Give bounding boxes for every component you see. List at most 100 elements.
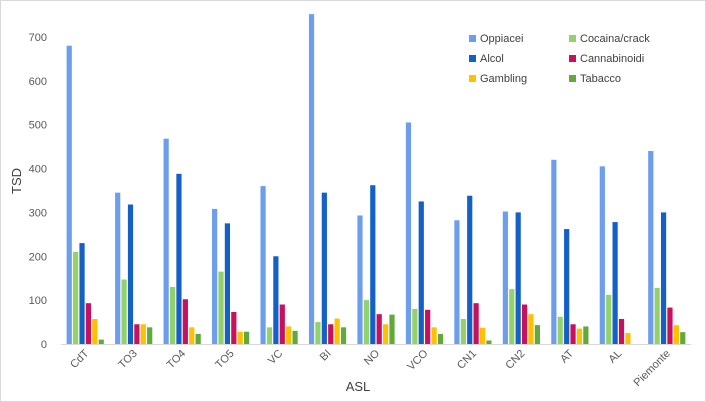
bar-tabacco-bi [341,327,346,344]
bar-cannabinoidi-at [570,324,575,344]
x-axis-ticks: CdT TO3 TO4 TO5 VC BI NO VCO CN1 CN2 AT AL Piemonte [68,347,673,389]
x-tick-label: CdT [68,347,91,370]
legend-swatch [469,55,476,62]
bar-cannabinoidi-cn2 [522,305,527,344]
bar-gambling-to3 [141,324,146,344]
x-tick-label: BI [318,348,334,364]
y-tick-label: 200 [29,251,47,263]
bar-cocaina-crack-vc [267,327,272,344]
legend-label: Cocaina/crack [580,33,650,45]
x-tick-label: TO3 [116,348,139,371]
bar-gambling-to5 [238,332,243,344]
bar-cannabinoidi-bi [328,324,333,344]
legend-label: Oppiacei [480,33,523,45]
bar-alcol-no [370,185,375,344]
bar-tabacco-vco [438,334,443,344]
legend: Oppiacei Cocaina/crack Alcol Cannabinoidi Ga… [469,33,650,85]
legend-label: Alcol [480,53,504,65]
bar-tabacco-to5 [244,332,249,344]
bar-oppiacei-to3 [115,193,120,344]
y-tick-label: 500 [29,120,47,132]
bar-tabacco-cn1 [486,340,491,344]
bar-tabacco-to3 [147,327,152,344]
bar-oppiacei-at [551,160,556,344]
legend-swatch [469,35,476,42]
bar-tabacco-no [389,315,394,344]
bar-cocaina-crack-no [364,300,369,344]
bar-cannabinoidi-cdt [86,303,91,344]
bar-oppiacei-cdt [67,46,72,344]
bar-gambling-bi [335,319,340,344]
x-tick-label: VCO [405,347,431,373]
x-tick-label: AL [606,348,624,366]
bar-tabacco-cn2 [535,325,540,344]
x-tick-label: NO [362,347,382,367]
bar-alcol-piemonte [661,212,666,344]
x-tick-label: CN1 [455,348,479,372]
y-tick-label: 700 [29,32,47,44]
y-tick-label: 600 [29,76,47,88]
x-tick-label: TO5 [213,348,236,371]
y-tick-label: 400 [29,164,47,176]
bar-gambling-at [577,329,582,344]
bar-cannabinoidi-piemonte [667,308,672,344]
x-tick-label: VC [266,348,285,367]
bar-gambling-vco [431,327,436,344]
bar-tabacco-piemonte [680,332,685,344]
bar-alcol-at [564,229,569,344]
bar-cocaina-crack-al [606,295,611,344]
bar-cocaina-crack-to5 [218,272,223,344]
bar-oppiacei-al [600,166,605,344]
bar-cannabinoidi-cn1 [474,303,479,344]
y-tick-label: 300 [29,207,47,219]
legend-label: Gambling [480,73,527,85]
y-tick-label: 100 [29,295,47,307]
bar-cannabinoidi-no [377,314,382,344]
bar-oppiacei-cn1 [454,220,459,344]
bar-alcol-to5 [225,223,230,344]
bar-tabacco-cdt [99,340,104,344]
bar-oppiacei-to5 [212,209,217,344]
legend-swatch [569,75,576,82]
bar-cannabinoidi-to3 [134,324,139,344]
bar-tabacco-to4 [196,334,201,344]
legend-label: Cannabinoidi [580,53,644,65]
legend-swatch [469,75,476,82]
x-tick-label: Piemonte [632,348,673,389]
bar-cocaina-crack-cn1 [461,319,466,344]
bar-oppiacei-piemonte [648,151,653,344]
bar-cocaina-crack-at [558,317,563,344]
x-tick-label: CN2 [503,348,527,372]
bar-alcol-cdt [79,243,84,344]
bar-cannabinoidi-al [619,319,624,344]
y-axis-ticks: 0 100 200 300 400 500 600 700 [29,32,47,351]
bar-alcol-to3 [128,205,133,345]
bar-alcol-al [613,222,618,344]
bar-alcol-vco [419,201,424,344]
bar-tabacco-at [583,326,588,344]
bar-cocaina-crack-vco [412,309,417,344]
y-tick-label: 0 [41,339,47,351]
bar-oppiacei-to4 [164,139,169,344]
bar-gambling-to4 [189,327,194,344]
bar-cannabinoidi-to5 [231,312,236,344]
bar-alcol-vc [273,256,278,344]
bar-oppiacei-vc [260,186,265,344]
bar-gambling-vc [286,326,291,344]
x-axis-title: ASL [346,379,371,394]
bar-oppiacei-vco [406,122,411,344]
bar-alcol-cn1 [467,196,472,344]
bar-cocaina-crack-cdt [73,252,78,344]
bar-gambling-cn2 [528,314,533,344]
bar-cocaina-crack-piemonte [655,288,660,344]
bar-cocaina-crack-to4 [170,287,175,344]
legend-swatch [569,55,576,62]
legend-swatch [569,35,576,42]
bar-alcol-to4 [176,174,181,344]
bar-gambling-cdt [92,319,97,344]
x-tick-label: AT [558,347,576,365]
y-axis-title: TSD [9,168,24,194]
bar-gambling-no [383,324,388,344]
bar-alcol-cn2 [516,212,521,344]
